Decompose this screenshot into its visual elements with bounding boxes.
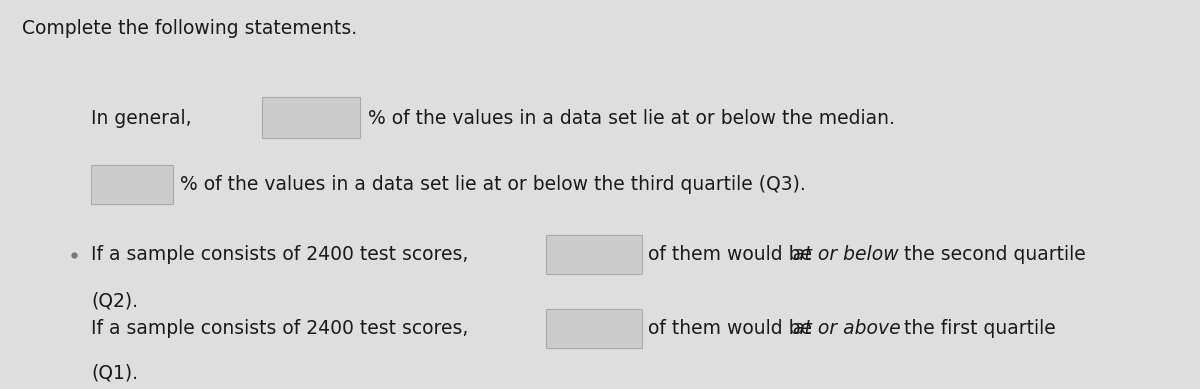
Text: of them would be: of them would be	[648, 245, 818, 264]
FancyBboxPatch shape	[546, 235, 642, 274]
Text: (Q1).: (Q1).	[91, 364, 138, 383]
Text: If a sample consists of 2400 test scores,: If a sample consists of 2400 test scores…	[91, 319, 468, 338]
Text: of them would be: of them would be	[648, 319, 818, 338]
FancyBboxPatch shape	[546, 309, 642, 348]
Text: the first quartile: the first quartile	[898, 319, 1055, 338]
Text: at or above: at or above	[793, 319, 901, 338]
FancyBboxPatch shape	[262, 97, 360, 138]
Text: If a sample consists of 2400 test scores,: If a sample consists of 2400 test scores…	[91, 245, 468, 264]
Text: % of the values in a data set lie at or below the median.: % of the values in a data set lie at or …	[368, 109, 895, 128]
Text: (Q2).: (Q2).	[91, 292, 138, 311]
Text: the second quartile: the second quartile	[898, 245, 1085, 264]
FancyBboxPatch shape	[91, 165, 173, 204]
Text: % of the values in a data set lie at or below the third quartile (Q3).: % of the values in a data set lie at or …	[180, 175, 805, 194]
Text: Complete the following statements.: Complete the following statements.	[22, 19, 356, 39]
Text: In general,: In general,	[91, 109, 192, 128]
Text: at or below: at or below	[793, 245, 899, 264]
